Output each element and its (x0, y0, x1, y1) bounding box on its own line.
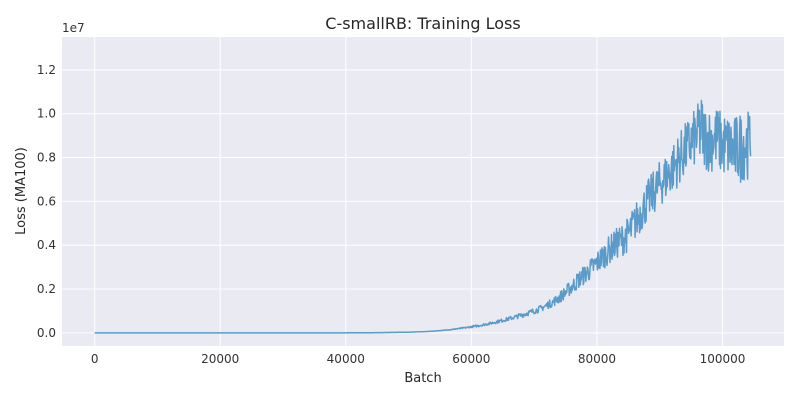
y-tick-label: 0.0 (37, 326, 56, 340)
x-tick-label: 0 (91, 352, 99, 366)
chart-title: C-smallRB: Training Loss (325, 14, 520, 33)
y-tick-label: 0.2 (37, 282, 56, 296)
x-tick-label: 100000 (700, 352, 746, 366)
plot-area (62, 37, 784, 346)
series-layer (94, 99, 752, 334)
y-tick-label: 0.4 (37, 238, 56, 252)
series-line (94, 99, 752, 334)
y-tick-label: 1.0 (37, 107, 56, 121)
y-tick-label: 0.8 (37, 151, 56, 165)
y-axis: 0.0 0.2 0.4 0.6 0.8 1.0 1.2 (37, 63, 56, 340)
x-tick-label: 20000 (201, 352, 239, 366)
x-tick-label: 40000 (327, 352, 365, 366)
grid (62, 37, 784, 346)
y-axis-title: Loss (MA100) (14, 147, 29, 235)
x-axis-title: Batch (404, 371, 441, 386)
x-tick-label: 80000 (578, 352, 616, 366)
y-offset-label: 1e7 (62, 21, 85, 35)
y-tick-label: 1.2 (37, 63, 56, 77)
y-tick-label: 0.6 (37, 194, 56, 208)
x-tick-label: 60000 (452, 352, 490, 366)
x-axis: 0 20000 40000 60000 80000 100000 (91, 352, 746, 366)
